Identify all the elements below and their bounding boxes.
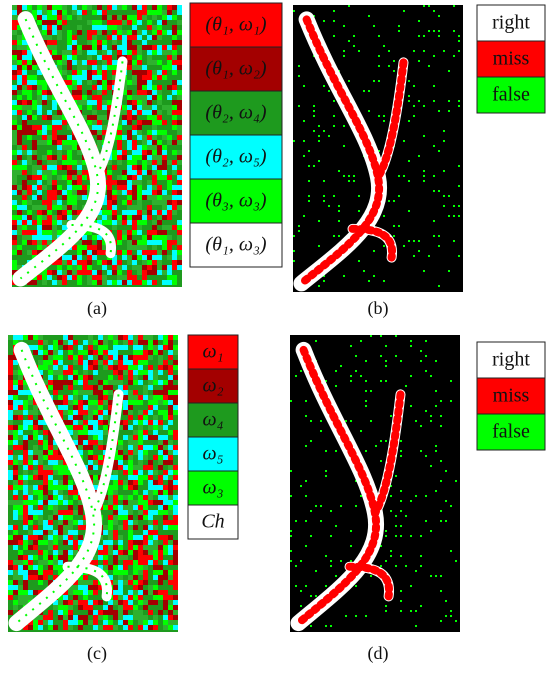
figure: (θ₁, ω₁) (θ₁, ω₂) (θ₂, ω₄) (θ₂, ω₅) (θ₃, ω₃)… [0, 0, 551, 673]
panel-caption: (b) [368, 298, 389, 319]
legend-label: miss [493, 385, 530, 407]
legend-label: (θ₁, ω₂) [205, 58, 267, 80]
legend-label: ω₅ [202, 443, 223, 465]
page: {"panels": [ {"label": "(a)", "legend": … [0, 0, 551, 673]
legend-label: (θ₂, ω₄) [205, 102, 267, 124]
panel-caption: (c) [87, 643, 107, 664]
legend-label: miss [493, 48, 530, 70]
legend-label: false [492, 421, 530, 443]
legend-label: right [492, 12, 530, 34]
legend-label: ω₃ [202, 477, 223, 499]
panel-caption: (d) [368, 643, 389, 664]
legend-label: (θ₁, ω₃) [205, 234, 267, 256]
legend-label: ω₄ [202, 409, 223, 431]
legend-label: (θ₃, ω₃) [205, 190, 267, 212]
legend-label: right [492, 349, 530, 371]
legend-label: (θ₂, ω₅) [205, 146, 267, 168]
legend-label: (θ₁, ω₁) [205, 14, 267, 36]
legend-label: false [492, 84, 530, 106]
legend-label: ω₂ [202, 375, 223, 397]
panel-caption: (a) [87, 298, 107, 319]
legend-label: ω₁ [202, 341, 223, 363]
legend-label: Ch [201, 511, 224, 533]
